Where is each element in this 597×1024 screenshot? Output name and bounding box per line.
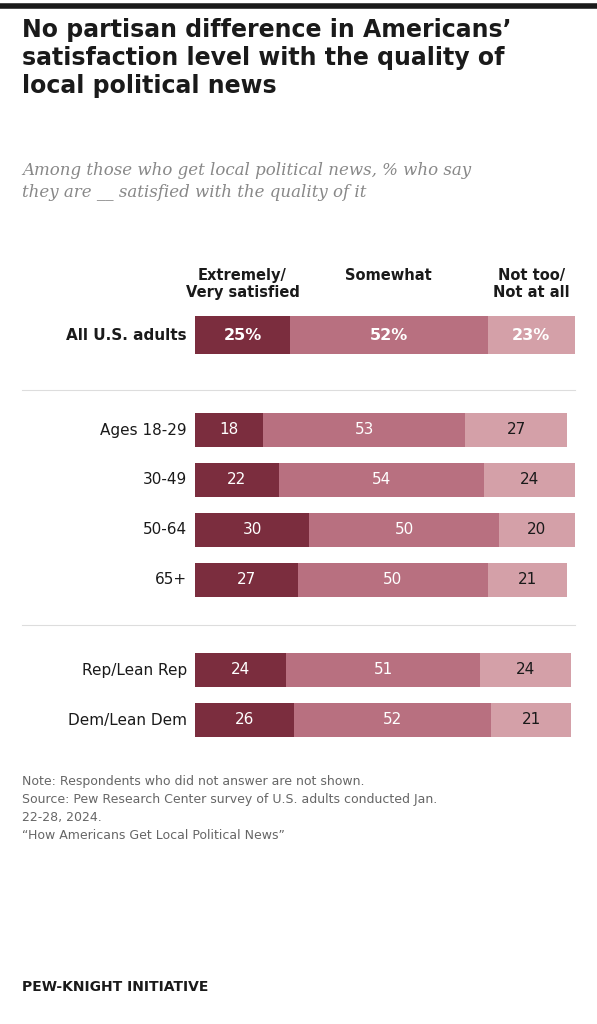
Text: 23%: 23%	[512, 328, 550, 342]
Bar	[488, 563, 567, 597]
Text: Dem/Lean Dem: Dem/Lean Dem	[68, 713, 187, 727]
Text: 30-49: 30-49	[143, 472, 187, 487]
Text: 27: 27	[236, 572, 256, 588]
Bar	[195, 513, 309, 547]
Bar	[195, 316, 290, 354]
Bar	[195, 413, 263, 447]
Bar	[294, 703, 491, 737]
Text: 50: 50	[383, 572, 402, 588]
Text: PEW-KNIGHT INITIATIVE: PEW-KNIGHT INITIATIVE	[22, 980, 208, 994]
Bar	[499, 513, 575, 547]
Text: 52%: 52%	[370, 328, 408, 342]
Bar	[480, 653, 571, 687]
Text: 24: 24	[231, 663, 250, 678]
Bar	[286, 653, 480, 687]
Bar	[195, 463, 279, 497]
Bar	[491, 703, 571, 737]
Text: 25%: 25%	[223, 328, 261, 342]
Bar	[263, 413, 465, 447]
Text: 22: 22	[227, 472, 247, 487]
Bar	[488, 316, 575, 354]
Text: Extremely/
Very satisfied: Extremely/ Very satisfied	[186, 268, 300, 300]
Bar	[290, 316, 488, 354]
Text: 20: 20	[527, 522, 547, 538]
Bar	[195, 703, 294, 737]
Bar	[465, 413, 567, 447]
Bar	[195, 563, 297, 597]
Text: Rep/Lean Rep: Rep/Lean Rep	[82, 663, 187, 678]
Text: 21: 21	[518, 572, 537, 588]
Bar	[297, 563, 488, 597]
Text: 51: 51	[374, 663, 393, 678]
Text: Note: Respondents who did not answer are not shown.
Source: Pew Research Center : Note: Respondents who did not answer are…	[22, 775, 437, 842]
Text: 30: 30	[242, 522, 261, 538]
Bar	[484, 463, 575, 497]
Text: 26: 26	[235, 713, 254, 727]
Text: 18: 18	[220, 423, 239, 437]
Text: 65+: 65+	[155, 572, 187, 588]
Text: All U.S. adults: All U.S. adults	[66, 328, 187, 342]
Text: 27: 27	[506, 423, 526, 437]
Text: Ages 18-29: Ages 18-29	[100, 423, 187, 437]
Text: 24: 24	[516, 663, 536, 678]
Text: 50-64: 50-64	[143, 522, 187, 538]
Text: No partisan difference in Americans’
satisfaction level with the quality of
loca: No partisan difference in Americans’ sat…	[22, 18, 512, 97]
Text: 24: 24	[520, 472, 539, 487]
Bar	[195, 653, 286, 687]
Text: 50: 50	[395, 522, 414, 538]
Text: 52: 52	[383, 713, 402, 727]
Text: Not too/
Not at all: Not too/ Not at all	[493, 268, 570, 300]
Bar	[279, 463, 484, 497]
Text: Among those who get local political news, % who say
they are __ satisfied with t: Among those who get local political news…	[22, 162, 471, 201]
Text: 54: 54	[371, 472, 391, 487]
Text: 21: 21	[522, 713, 541, 727]
Bar	[309, 513, 499, 547]
Text: Somewhat: Somewhat	[346, 268, 432, 283]
Text: 53: 53	[355, 423, 374, 437]
